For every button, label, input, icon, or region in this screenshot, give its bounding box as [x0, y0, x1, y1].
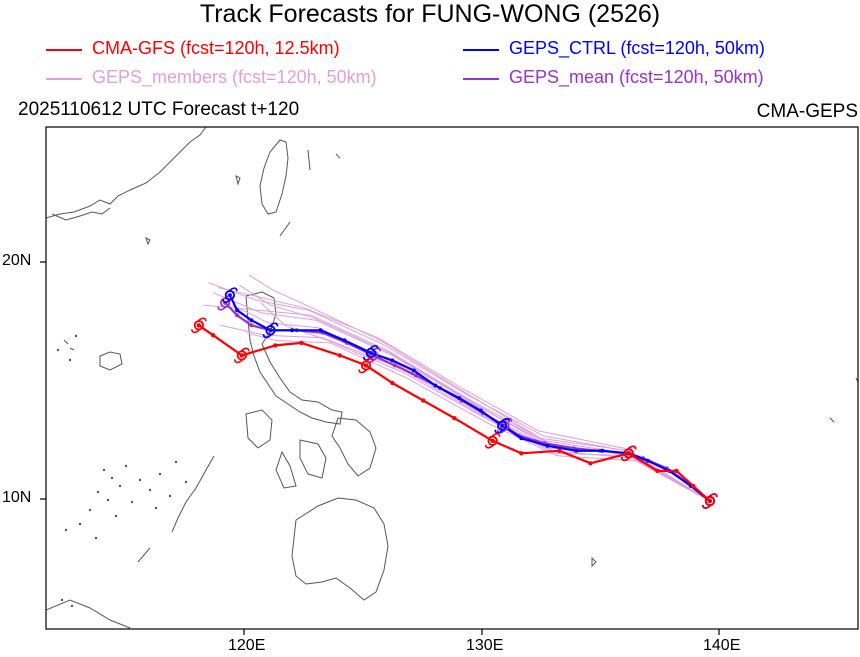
- cma-gfs-cyclone-symbol-0: [702, 493, 718, 509]
- cma-gfs-cyclone-symbol-8: [484, 432, 501, 449]
- cma-gfs-point-3: [655, 468, 660, 474]
- legend-line-geps-ctrl: [463, 49, 499, 51]
- geps-ctrl-point-18: [290, 328, 294, 333]
- geps-ctrl-point-8: [519, 436, 524, 441]
- geps-mean-point-21: [235, 313, 240, 318]
- geps-ctrl-point-16: [342, 338, 347, 343]
- geps-member-track-7: [239, 284, 711, 502]
- cma-gfs-cyclone-symbol-4: [620, 445, 637, 462]
- mindoro-coast: [245, 409, 273, 449]
- geps-ctrl-cyclone-symbol-19: [262, 322, 279, 339]
- forecast-time-label: 2025110612 UTC Forecast t+120: [18, 99, 300, 120]
- geps-ctrl-point-3: [645, 458, 650, 463]
- geps-ctrl-cyclone-symbol-9: [494, 417, 510, 434]
- legend-label-cma-gfs: CMA-GFS (fcst=120h, 12.5km): [92, 38, 340, 58]
- legend-label-geps-mean: GEPS_mean (fcst=120h, 50km): [509, 67, 764, 87]
- cma-gfs-point-15: [273, 343, 278, 348]
- geps-member-track-10: [248, 274, 711, 502]
- cma-gfs-point-10: [421, 398, 426, 403]
- geps-member-track-3: [220, 324, 711, 502]
- cma-gfs-point-5: [588, 461, 593, 466]
- geps-member-track-5: [217, 287, 711, 502]
- cma-gfs-point-2: [674, 468, 679, 474]
- legend-label-geps-members: GEPS_members (fcst=120h, 50km): [92, 67, 377, 87]
- geps-ctrl-point-17: [318, 328, 323, 333]
- geps-ctrl-point-7: [545, 443, 550, 448]
- geps-member-track-8: [203, 304, 711, 502]
- legend-line-cma-gfs: [46, 49, 82, 51]
- geps-ctrl-point-21: [235, 308, 240, 313]
- geps-ctrl-point-11: [457, 396, 462, 401]
- taiwan-coast: [259, 139, 289, 215]
- lon-label-130e: 130E: [466, 637, 504, 654]
- lat-label-10n: 10N: [2, 489, 32, 506]
- geps-ctrl-point-14: [390, 358, 395, 363]
- legend-line-geps-mean: [463, 78, 499, 80]
- palawan-coast: [171, 455, 215, 533]
- legend-line-geps-members: [46, 78, 82, 80]
- geps-mean-point-14: [392, 363, 397, 368]
- tracks-layer: [191, 274, 718, 509]
- cma-gfs-track: [198, 324, 711, 502]
- coastlines: [46, 127, 858, 629]
- scattered-islets: [56, 334, 188, 608]
- china-coast: [46, 127, 207, 219]
- axis-ticks: [40, 261, 720, 635]
- lat-label-20n: 20N: [2, 252, 32, 269]
- model-label: CMA-GEPS: [756, 101, 858, 122]
- cma-gfs-point-7: [519, 451, 524, 456]
- cma-gfs-point-6: [557, 448, 562, 453]
- cma-gfs-point-17: [211, 333, 216, 338]
- geps-ctrl-point-10: [478, 408, 483, 413]
- cma-gfs-cyclone-symbol-18: [191, 317, 207, 334]
- chart-title: Track Forecasts for FUNG-WONG (2526): [199, 0, 661, 28]
- cma-gfs-point-14: [299, 340, 304, 346]
- geps-ctrl-cyclone-symbol-22: [222, 287, 238, 303]
- mindanao-coast: [291, 497, 389, 601]
- geps-mean-point-13: [414, 373, 419, 378]
- geps-ctrl-point-20: [249, 318, 254, 323]
- geps-member-track-6: [246, 332, 711, 502]
- cma-gfs-cyclone-symbol-12: [358, 357, 374, 374]
- map-frame: [45, 126, 859, 630]
- lon-label-120e: 120E: [228, 637, 266, 654]
- visayas-coast: [331, 417, 377, 477]
- geps-mean-point-20: [249, 323, 254, 328]
- geps-ctrl-point-5: [600, 448, 605, 453]
- cma-gfs-point-9: [452, 416, 457, 421]
- cma-gfs-point-1: [691, 483, 696, 489]
- lon-label-140e: 140E: [703, 637, 741, 654]
- cma-gfs-point-11: [390, 380, 395, 386]
- geps-member-track-1: [213, 292, 711, 502]
- geps-ctrl-point-12: [433, 383, 438, 388]
- legend-label-geps-ctrl: GEPS_CTRL (fcst=120h, 50km): [509, 38, 765, 58]
- cma-gfs-cyclone-symbol-16: [234, 347, 250, 364]
- geps-ctrl-point-13: [411, 368, 416, 373]
- geps-ctrl-point-6: [574, 448, 579, 453]
- cma-gfs-point-13: [337, 353, 342, 358]
